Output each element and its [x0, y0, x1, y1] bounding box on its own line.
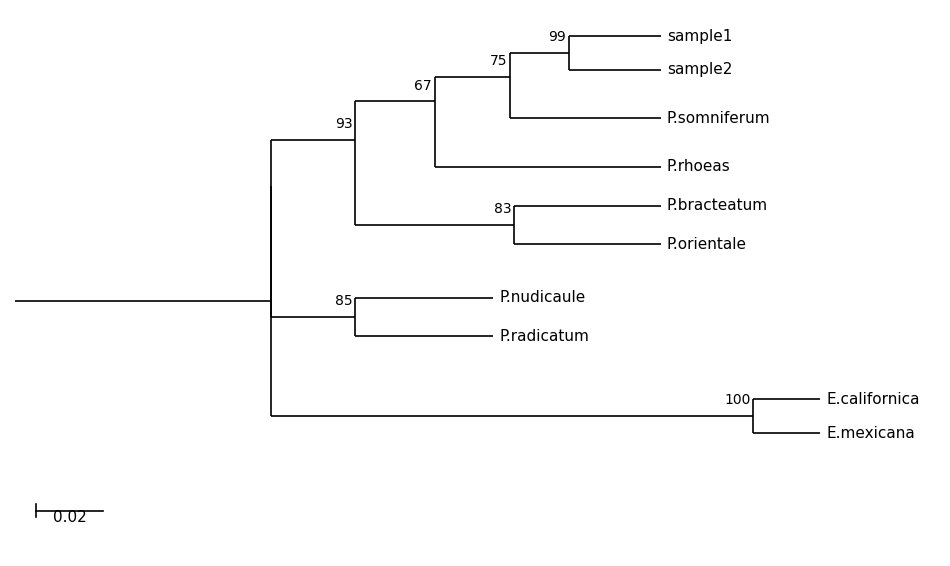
- Text: sample1: sample1: [667, 28, 732, 44]
- Text: P.bracteatum: P.bracteatum: [667, 198, 768, 213]
- Text: 75: 75: [490, 54, 507, 68]
- Text: 99: 99: [548, 30, 566, 44]
- Text: P.nudicaule: P.nudicaule: [499, 290, 585, 305]
- Text: P.orientale: P.orientale: [667, 237, 747, 252]
- Text: 0.02: 0.02: [53, 510, 86, 525]
- Text: 93: 93: [334, 117, 352, 131]
- Text: 83: 83: [494, 202, 512, 216]
- Text: E.californica: E.californica: [826, 392, 920, 407]
- Text: P.rhoeas: P.rhoeas: [667, 159, 731, 174]
- Text: E.mexicana: E.mexicana: [826, 426, 915, 441]
- Text: sample2: sample2: [667, 62, 732, 78]
- Text: P.radicatum: P.radicatum: [499, 329, 589, 344]
- Text: 100: 100: [725, 393, 750, 408]
- Text: P.somniferum: P.somniferum: [667, 111, 770, 126]
- Text: 85: 85: [334, 294, 352, 308]
- Text: 67: 67: [414, 79, 432, 93]
